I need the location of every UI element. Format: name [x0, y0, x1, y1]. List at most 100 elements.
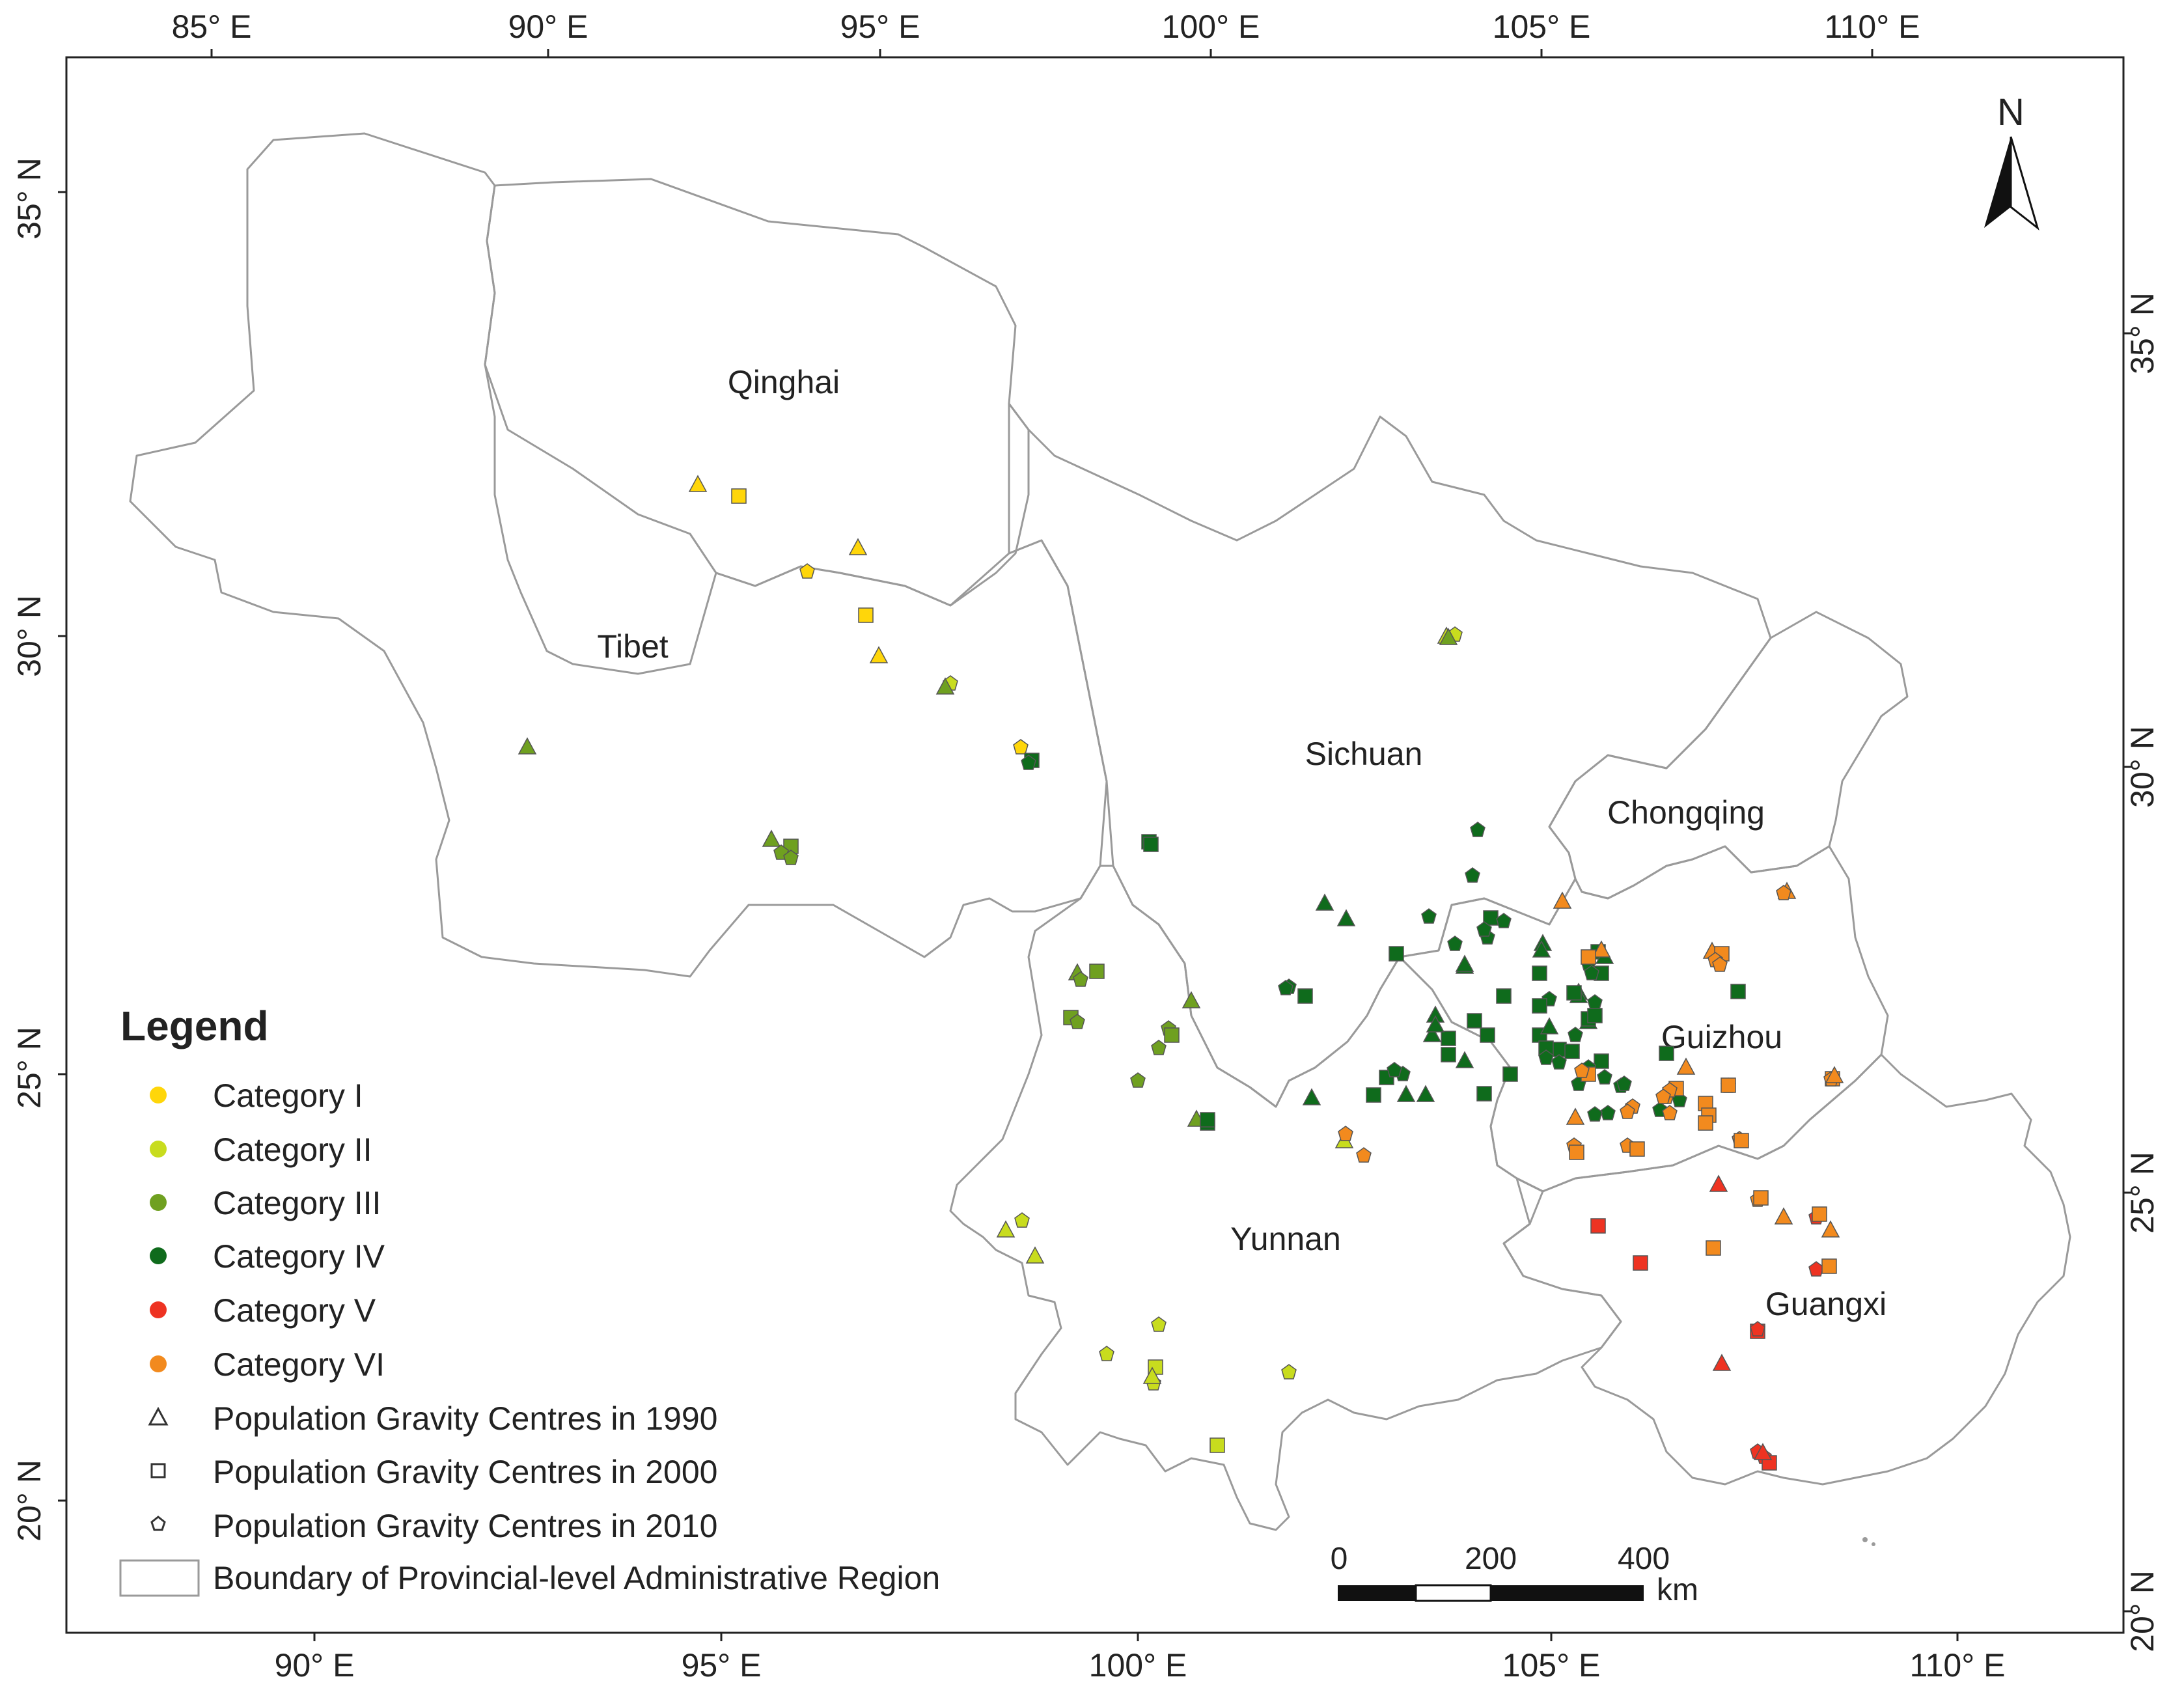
marker-cat3 [1164, 1027, 1180, 1043]
legend-label: Population Gravity Centres in 2000 [213, 1454, 717, 1490]
scale-tick-label: 0 [1331, 1542, 1348, 1576]
legend: Legend Category I Category II Category I… [119, 1003, 940, 1597]
marker-cat4 [1476, 1086, 1492, 1102]
province-label-chongqing: Chongqing [1607, 794, 1765, 831]
marker-cat4 [1730, 984, 1746, 999]
marker-cat6 [1581, 949, 1596, 965]
bottom-axis-label: 100° E [1089, 1647, 1187, 1684]
left-axis-label: 35° N [11, 158, 48, 240]
marker-cat4 [1389, 946, 1404, 962]
bottom-axis-label: 90° E [275, 1647, 355, 1684]
legend-label: Category I [213, 1077, 363, 1114]
scale-tick-label: 200 [1465, 1542, 1517, 1576]
top-axis-label: 110° E [1825, 8, 1920, 45]
marker-cat4 [1467, 1013, 1482, 1029]
legend-dot-cat2 [150, 1141, 167, 1158]
province-label-yunnan: Yunnan [1230, 1221, 1341, 1257]
marker-cat1 [731, 488, 747, 504]
marker-cat4 [1587, 1008, 1603, 1023]
island-dot [1862, 1537, 1868, 1542]
marker-cat4 [1502, 1066, 1518, 1082]
marker-cat6 [1721, 1077, 1736, 1093]
legend-title: Legend [120, 1003, 269, 1049]
boundary-qinghai [484, 178, 1030, 607]
legend-label: Category IV [213, 1238, 385, 1275]
marker-cat5 [1633, 1255, 1648, 1271]
marker-cat4 [1659, 1046, 1674, 1061]
bottom-axis-label: 110° E [1910, 1647, 2006, 1684]
right-axis-label: 25° N [2124, 1152, 2161, 1234]
province-label-guizhou: Guizhou [1661, 1019, 1782, 1055]
marker-cat4 [1564, 1044, 1580, 1059]
top-axis-label: 90° E [508, 8, 588, 45]
marker-cat4 [1143, 837, 1159, 852]
legend-label: Population Gravity Centres in 2010 [213, 1508, 717, 1544]
legend-dot-cat4 [150, 1247, 167, 1264]
marker-cat4 [1441, 1047, 1456, 1062]
marker-cat4 [1566, 985, 1582, 1001]
marker-cat6 [1706, 1240, 1721, 1256]
left-axis-label: 30° N [11, 595, 48, 677]
scale-segment [1491, 1585, 1644, 1601]
legend-label: Boundary of Provincial-level Administrat… [213, 1560, 940, 1596]
province-label-sichuan: Sichuan [1305, 736, 1423, 772]
marker-cat6 [1698, 1115, 1713, 1131]
marker-cat4 [1496, 988, 1512, 1004]
top-axis-label: 95° E [840, 8, 920, 45]
map-frame [65, 56, 2125, 1634]
scale-segment [1415, 1584, 1492, 1602]
island-dot [1872, 1542, 1875, 1546]
marker-cat3 [1089, 964, 1105, 979]
north-arrow-icon [1984, 137, 2011, 228]
left-axis-label: 20° N [11, 1460, 48, 1542]
boundary-guangxi [1502, 1053, 2071, 1486]
marker-cat4 [1480, 1027, 1495, 1043]
legend-label: Category V [213, 1292, 376, 1329]
top-axis [210, 49, 1873, 57]
marker-cat4 [1366, 1087, 1381, 1103]
marker-cat6 [1569, 1144, 1584, 1160]
right-axis-label: 20° N [2124, 1570, 2161, 1652]
province-label-qinghai: Qinghai [728, 364, 840, 400]
legend-label: Category III [213, 1185, 381, 1221]
marker-cat6 [1734, 1133, 1749, 1148]
marker-cat4 [1594, 1053, 1609, 1069]
legend-label: Category II [213, 1131, 372, 1168]
top-axis-label: 105° E [1493, 8, 1591, 45]
province-label-tibet: Tibet [597, 628, 668, 665]
marker-cat5 [1590, 1218, 1606, 1234]
bottom-axis [313, 1633, 1959, 1641]
marker-cat1 [858, 607, 874, 623]
square-outline-icon [150, 1463, 166, 1478]
triangle-outline-icon [148, 1406, 169, 1426]
pentagon-outline-icon [150, 1516, 166, 1531]
marker-cat6 [1821, 1258, 1837, 1274]
bottom-axis-label: 105° E [1502, 1647, 1601, 1684]
north-label: N [1997, 91, 2025, 133]
marker-cat4 [1200, 1112, 1215, 1128]
top-axis-label: 100° E [1162, 8, 1260, 45]
boundary-box-icon [119, 1559, 200, 1597]
legend-dot-cat1 [150, 1087, 167, 1103]
top-axis-label: 85° E [172, 8, 252, 45]
marker-cat4 [1532, 998, 1547, 1014]
legend-dot-cat5 [150, 1301, 167, 1318]
legend-label: Category VI [213, 1346, 385, 1383]
north-arrow-icon [2010, 136, 2039, 231]
right-axis [2123, 332, 2132, 1613]
marker-cat4 [1441, 1031, 1456, 1046]
marker-cat6 [1812, 1206, 1827, 1222]
legend-dot-cat6 [150, 1355, 167, 1372]
marker-cat2 [1209, 1437, 1225, 1453]
right-axis-label: 30° N [2124, 726, 2161, 808]
left-axis-label: 25° N [11, 1027, 48, 1109]
marker-cat6 [1753, 1190, 1769, 1206]
legend-label: Population Gravity Centres in 1990 [213, 1400, 717, 1437]
right-axis-label: 35° N [2124, 292, 2161, 374]
marker-cat4 [1532, 965, 1547, 981]
legend-dot-cat3 [150, 1194, 167, 1211]
left-axis [58, 191, 66, 1502]
boundary-yunnan [949, 865, 1622, 1531]
province-label-guangxi: Guangxi [1765, 1286, 1887, 1322]
